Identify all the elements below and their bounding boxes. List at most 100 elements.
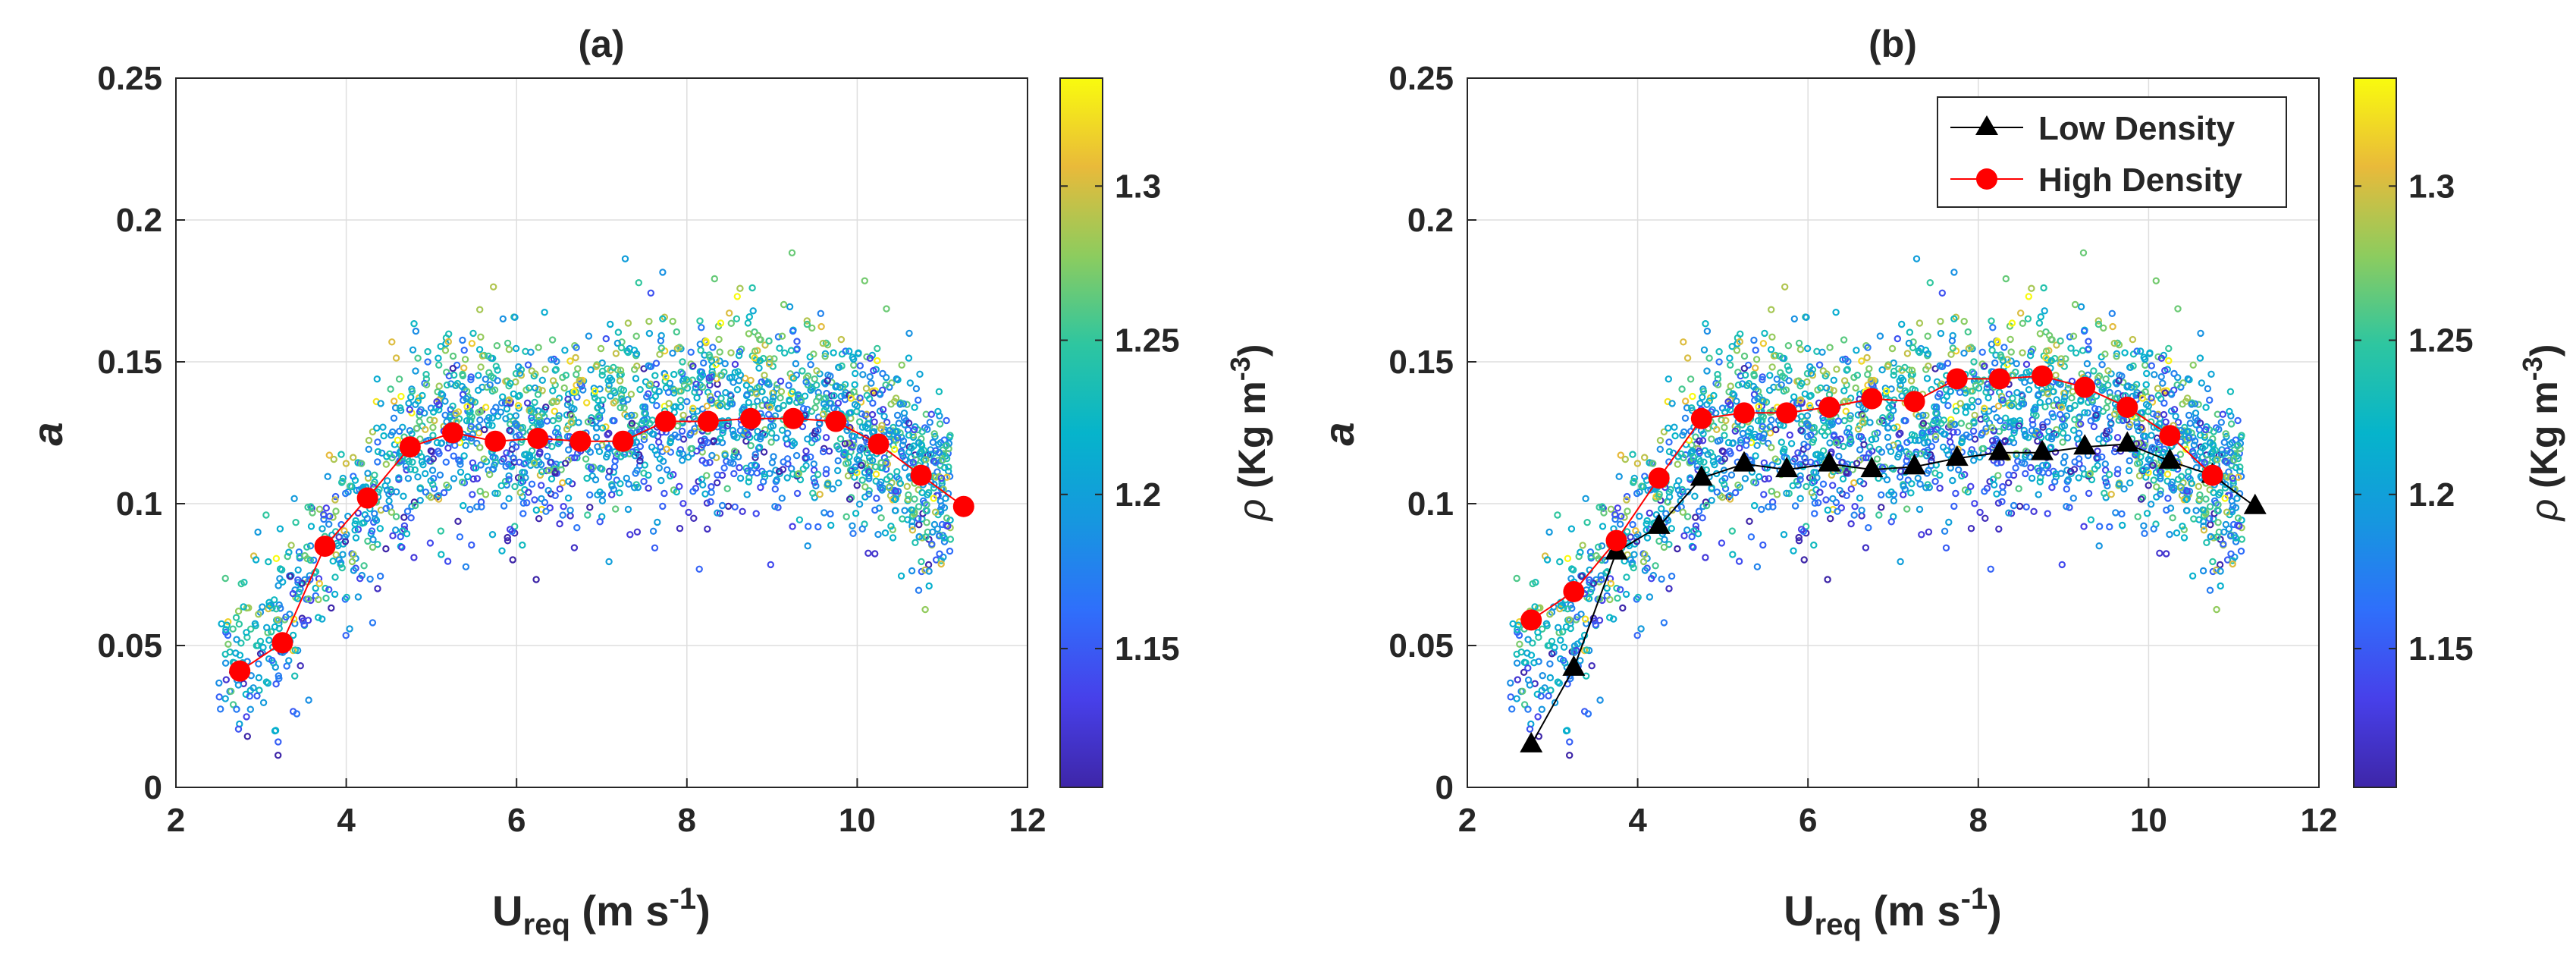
scatter-point <box>765 337 773 345</box>
scatter-point <box>871 463 880 471</box>
scatter-point <box>679 500 687 507</box>
scatter-point <box>2196 354 2204 362</box>
scatter-point <box>657 344 666 352</box>
scatter-point <box>891 495 899 504</box>
scatter-point <box>295 588 303 596</box>
scatter-point <box>1793 463 1801 470</box>
series-marker-triangle <box>2031 439 2054 460</box>
scatter-point <box>438 390 445 397</box>
scatter-point <box>918 558 925 566</box>
scatter-point <box>2174 305 2182 313</box>
scatter-point <box>636 457 644 465</box>
scatter-point <box>747 376 755 385</box>
scatter-point <box>397 392 405 401</box>
scatter-point <box>426 416 434 424</box>
scatter-point <box>2213 566 2220 574</box>
scatter-point <box>379 423 387 431</box>
scatter-point <box>1953 429 1962 436</box>
scatter-point <box>585 332 593 340</box>
scatter-point <box>1957 419 1965 427</box>
scatter-point <box>890 441 897 449</box>
scatter-point <box>1665 375 1672 383</box>
scatter-point <box>1969 427 1978 435</box>
scatter-point <box>726 400 734 408</box>
scatter-point <box>1529 580 1536 588</box>
scatter-point <box>1643 517 1651 525</box>
scatter-point <box>2228 497 2236 505</box>
scatter-point <box>1970 418 1978 426</box>
scatter-point <box>1616 586 1624 594</box>
scatter-point <box>2090 423 2098 431</box>
scatter-point <box>1693 462 1701 470</box>
scatter-point <box>699 481 707 489</box>
scatter-point <box>804 435 811 443</box>
scatter-point <box>847 394 855 402</box>
scatter-point <box>289 589 297 598</box>
scatter-point <box>2078 370 2085 378</box>
scatter-point <box>602 423 610 431</box>
scatter-point <box>603 453 610 461</box>
scatter-point <box>802 374 811 382</box>
scatter-point <box>1843 492 1850 500</box>
scatter-point <box>1828 471 1836 479</box>
scatter-point <box>691 388 698 396</box>
scatter-point <box>665 400 673 407</box>
scatter-point <box>1609 615 1617 623</box>
scatter-point <box>1766 423 1774 431</box>
scatter-point <box>624 505 632 514</box>
scatter-point <box>931 508 940 516</box>
scatter-point <box>1801 454 1809 462</box>
scatter-point <box>1683 526 1691 534</box>
scatter-point <box>2182 445 2190 454</box>
scatter-point <box>535 515 543 523</box>
scatter-point <box>215 679 223 687</box>
scatter-point <box>849 355 858 363</box>
scatter-point <box>934 441 943 448</box>
series-marker-circle <box>314 536 336 558</box>
scatter-point <box>834 457 842 465</box>
scatter-point <box>2022 470 2029 478</box>
scatter-point <box>689 362 697 370</box>
scatter-point <box>1718 416 1725 424</box>
series-marker-circle <box>2032 365 2054 387</box>
scatter-point <box>871 506 879 514</box>
scatter-point <box>477 333 485 341</box>
series-marker-circle <box>783 407 805 429</box>
scatter-point <box>1781 283 1789 291</box>
scatter-point <box>837 335 846 344</box>
scatter-point <box>427 447 435 455</box>
scatter-point <box>598 497 607 505</box>
scatter-point <box>285 548 293 556</box>
scatter-point <box>1696 457 1704 466</box>
scatter-point <box>814 426 822 435</box>
scatter-point <box>1989 324 1997 331</box>
scatter-point <box>669 318 676 325</box>
scatter-point <box>438 439 446 447</box>
scatter-point <box>1726 448 1734 455</box>
scatter-point <box>641 461 649 469</box>
scatter-point <box>2036 330 2044 338</box>
scatter-point <box>769 397 777 405</box>
scatter-point <box>360 562 368 570</box>
scatter-point <box>229 701 237 708</box>
scatter-point <box>548 336 557 344</box>
scatter-point <box>1616 520 1624 528</box>
scatter-point <box>836 384 844 391</box>
scatter-point <box>2170 369 2178 378</box>
scatter-point <box>2160 410 2168 419</box>
x-tick-label: 4 <box>1628 802 1647 839</box>
scatter-point <box>878 422 886 429</box>
scatter-point <box>865 472 873 480</box>
series-marker-triangle <box>1903 454 1926 475</box>
scatter-point <box>1534 713 1542 721</box>
scatter-point <box>1529 639 1536 647</box>
scatter-point <box>870 366 877 375</box>
scatter-point <box>673 488 681 496</box>
y-tick-label: 0.1 <box>116 485 162 523</box>
scatter-point <box>2129 362 2137 370</box>
scatter-point <box>405 400 413 407</box>
x-tick-label: 8 <box>1969 802 1988 839</box>
scatter-point <box>625 480 632 488</box>
grid-a <box>175 77 1028 788</box>
scatter-point <box>610 363 617 372</box>
